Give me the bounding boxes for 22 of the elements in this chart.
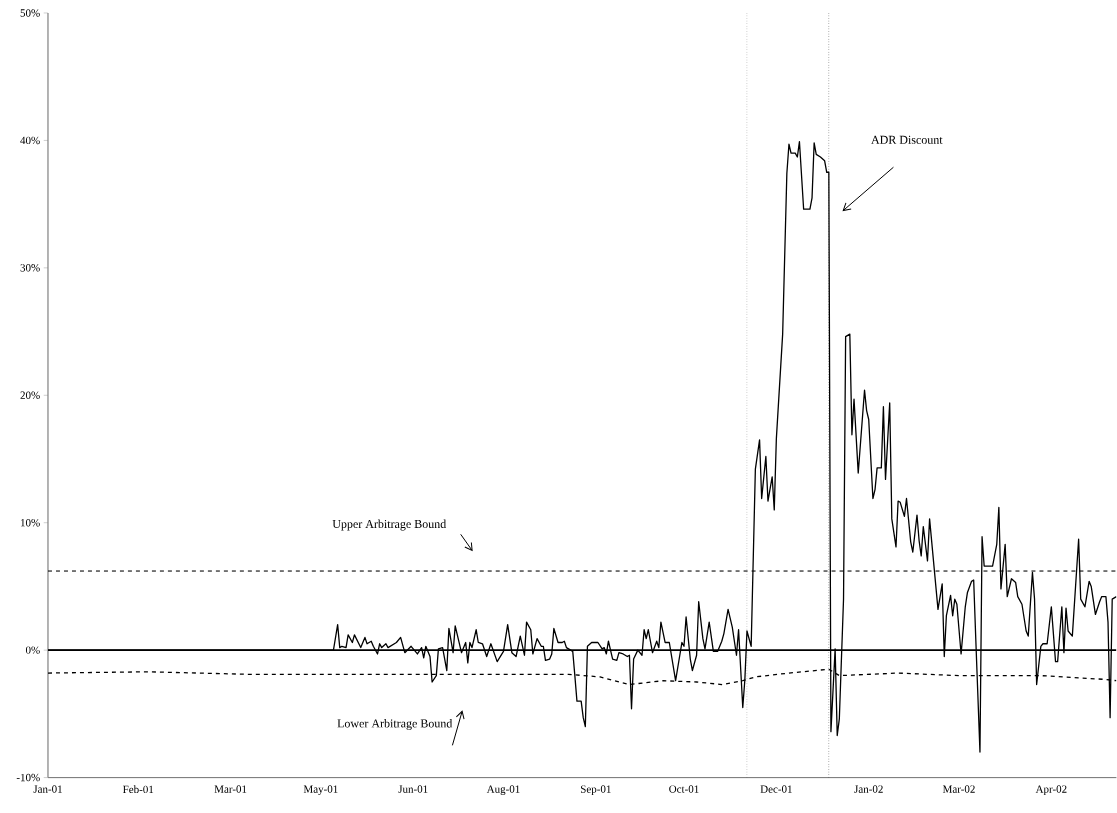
- x-tick-label: Oct-01: [669, 785, 699, 793]
- x-tick-label: Dec-01: [760, 785, 792, 793]
- y-tick-label: 0%: [25, 646, 40, 655]
- annotation: Lower Arbitrage Bound: [337, 719, 453, 731]
- annotation: ADR Discount: [871, 135, 943, 145]
- x-tick-label: Sep-01: [581, 785, 611, 796]
- x-tick-label: May-01: [303, 785, 338, 796]
- y-tick-label: 50%: [20, 9, 40, 17]
- x-tick-label: Apr-02: [1035, 785, 1067, 796]
- y-tick-label: 10%: [21, 519, 40, 527]
- x-tick-label: Jan-02: [854, 785, 883, 793]
- x-tick-label: Jan-01: [33, 785, 62, 793]
- x-tick-label: Mar-02: [942, 785, 975, 793]
- y-tick-label: 30%: [20, 264, 40, 272]
- x-tick-label: Feb-01: [122, 785, 154, 794]
- x-tick-label: Aug-01: [486, 785, 520, 796]
- y-tick-label: 40%: [20, 136, 40, 145]
- x-tick-label: Mar-01: [214, 785, 247, 793]
- y-tick-label: 20%: [20, 391, 40, 400]
- y-tick-label: -10%: [16, 774, 40, 782]
- x-tick-label: Jun-01: [398, 785, 428, 793]
- annotation: Upper Arbitrage Bound: [332, 519, 447, 531]
